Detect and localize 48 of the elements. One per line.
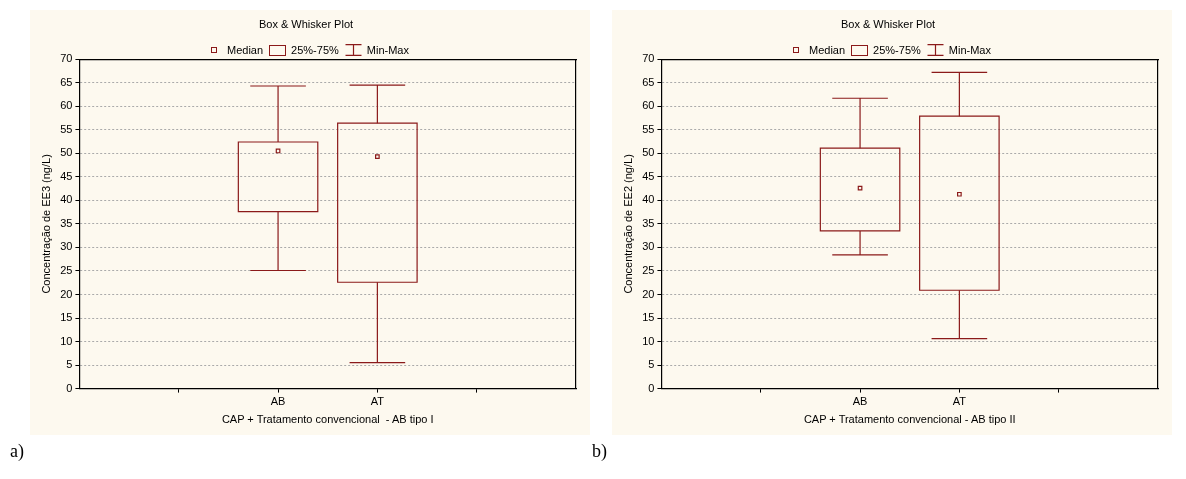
y-tick-label: 70 (642, 52, 655, 65)
text: Median (809, 44, 846, 56)
y-tick-label: 55 (60, 122, 73, 135)
text: b) (592, 441, 608, 462)
x-tick-label: AB (270, 395, 286, 408)
chart-title: Box & Whisker Plot (258, 17, 354, 30)
y-tick-label: 30 (60, 240, 73, 253)
y-tick-label: 5 (648, 358, 655, 371)
y-tick-label: 70 (60, 52, 73, 65)
y-tick-label: 65 (60, 75, 73, 88)
y-tick-label: 60 (642, 99, 655, 112)
y-tick-label: 55 (642, 122, 655, 135)
y-tick-label: 0 (66, 381, 73, 394)
y-tick-label: 60 (60, 99, 73, 112)
y-tick-label: 35 (642, 216, 655, 229)
y-tick-label: 20 (642, 287, 655, 300)
y-tick-label: 20 (60, 287, 73, 300)
y-tick-label: 40 (60, 193, 73, 206)
y-tick-label: 15 (642, 311, 655, 324)
y-tick-label: 0 (648, 381, 655, 394)
y-tick-label: 25 (642, 263, 655, 276)
text: Min-Max (366, 44, 409, 56)
y-tick-label: 45 (642, 169, 655, 182)
text: Median (227, 44, 264, 56)
text: 25%-75% (873, 44, 921, 56)
x-axis-title: CAP + Tratamento convencional - AB tipo II (803, 413, 1016, 426)
y-tick-label: 65 (642, 75, 655, 88)
y-tick-label: 45 (60, 169, 73, 182)
y-tick-label: 25 (60, 263, 73, 276)
y-tick-label: 5 (66, 358, 73, 371)
y-tick-label: 10 (642, 334, 655, 347)
x-tick-label: AT (952, 395, 967, 408)
x-tick-label: AB (852, 395, 868, 408)
y-axis-title: Concentração de EE2 (ng/L) (621, 154, 634, 294)
y-tick-label: 50 (642, 146, 655, 159)
x-axis-title: CAP + Tratamento convencional - AB tipo I (221, 413, 434, 426)
text: Min-Max (948, 44, 991, 56)
y-tick-label: 35 (60, 216, 73, 229)
y-axis-title: Concentração de EE3 (ng/L) (39, 154, 52, 294)
text: 25%-75% (291, 44, 339, 56)
text: a) (10, 441, 24, 461)
y-tick-label: 50 (60, 146, 73, 159)
chart-title: Box & Whisker Plot (840, 17, 936, 30)
x-tick-label: AT (370, 395, 385, 408)
y-tick-label: 10 (60, 334, 73, 347)
y-tick-label: 15 (60, 311, 73, 324)
y-tick-label: 30 (642, 240, 655, 253)
y-tick-label: 40 (642, 193, 655, 206)
